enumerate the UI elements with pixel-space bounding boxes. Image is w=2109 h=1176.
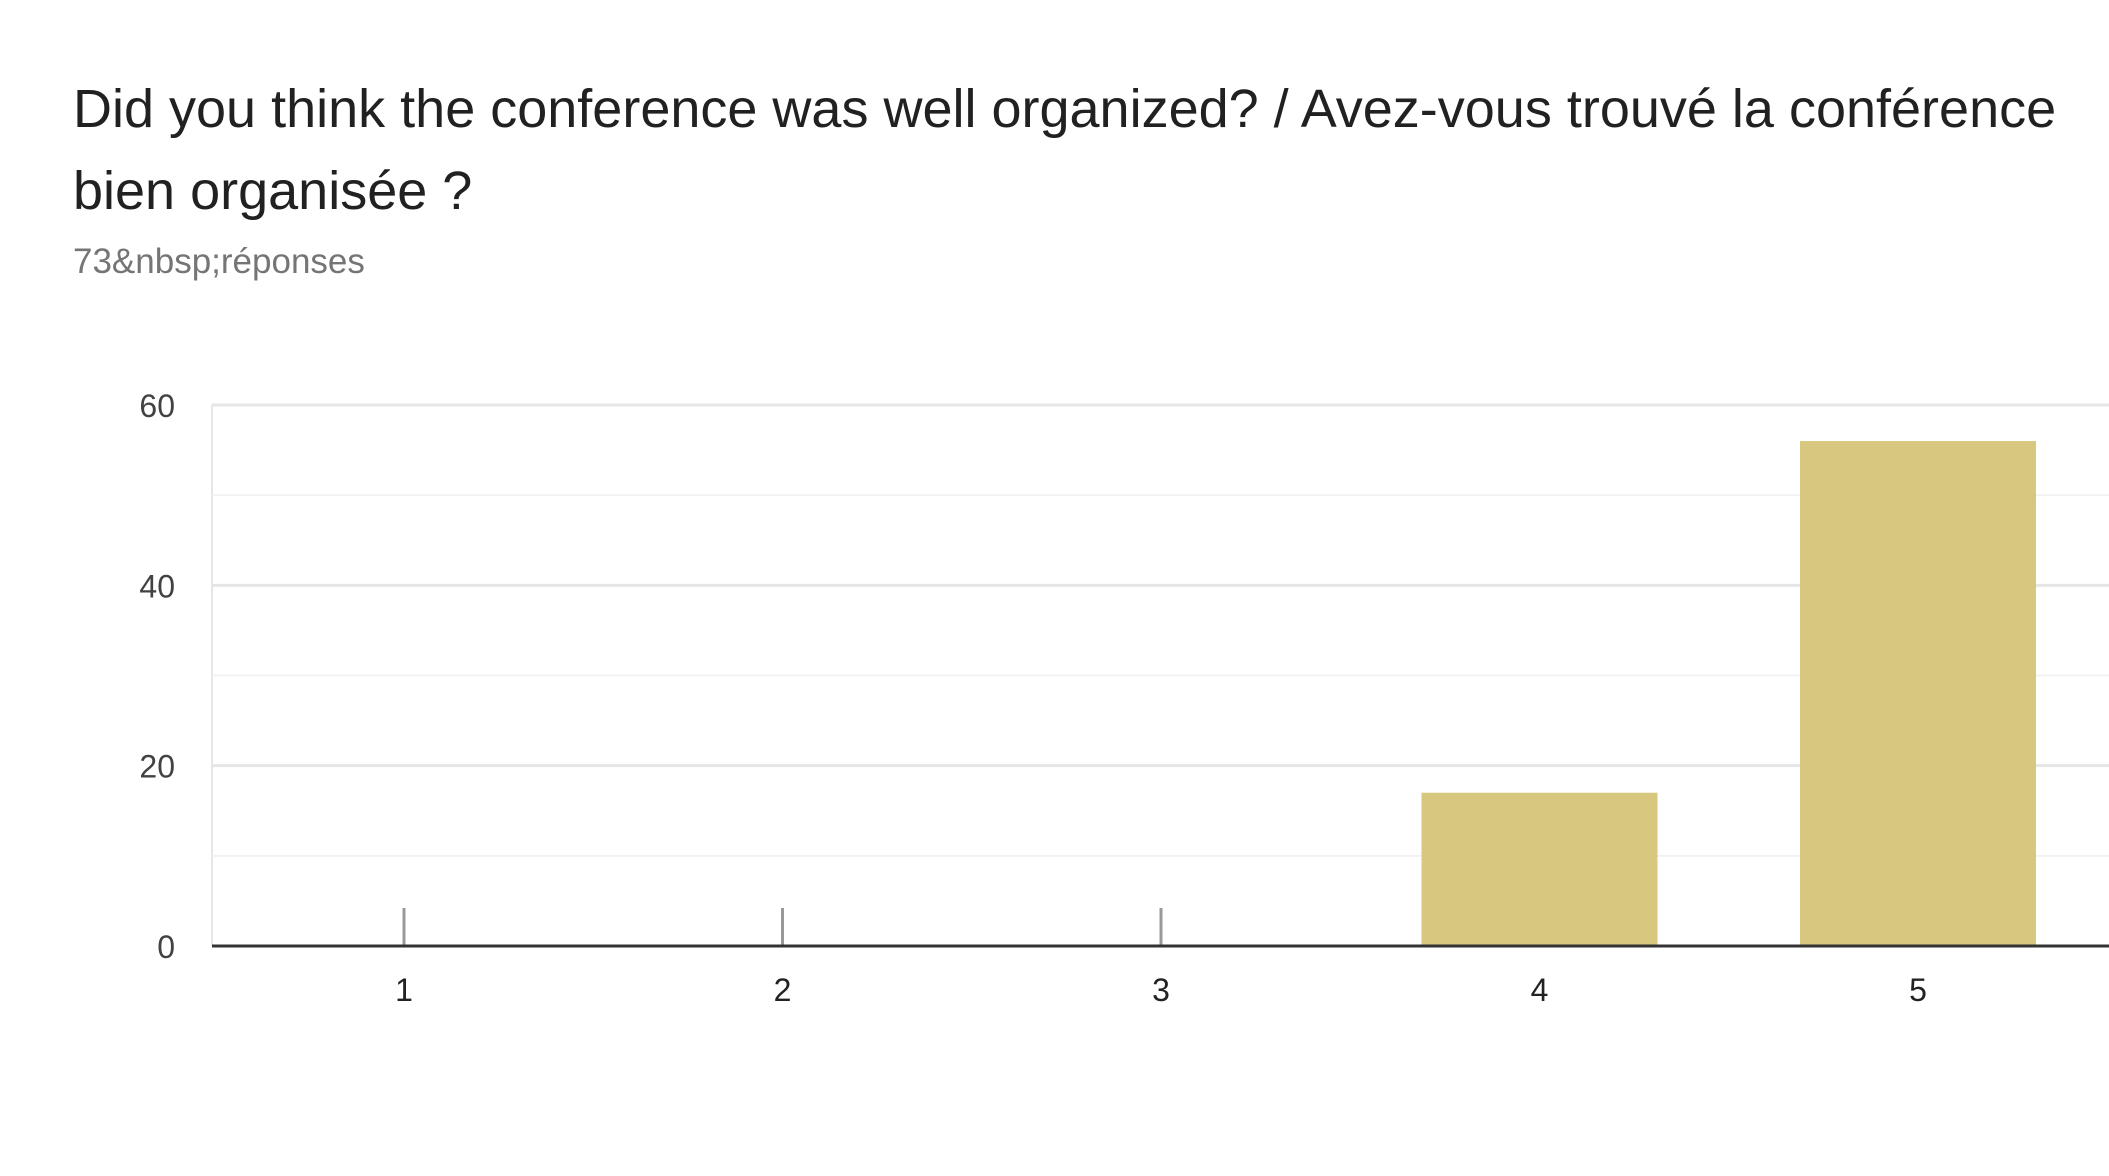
x-tick-label: 1	[395, 972, 413, 1008]
x-tick-label: 5	[1909, 972, 1927, 1008]
x-tick-label: 3	[1152, 972, 1170, 1008]
bar-5	[1800, 441, 2036, 946]
bar-4	[1421, 792, 1658, 946]
grid-lines	[211, 403, 2109, 946]
x-tick-label: 2	[774, 972, 792, 1008]
bars	[402, 441, 2036, 946]
response-count: 73&nbsp;réponses	[73, 242, 365, 281]
chart-title: Did you think the conference was well or…	[73, 79, 2057, 221]
y-tick-label: 40	[139, 568, 175, 604]
x-tick-label: 4	[1531, 972, 1549, 1008]
tick-labels: 0 20 40 60 1 2 3 4 5	[139, 388, 1926, 1008]
y-tick-label: 60	[139, 388, 175, 424]
y-tick-label: 0	[157, 929, 175, 965]
y-tick-label: 20	[139, 749, 175, 785]
